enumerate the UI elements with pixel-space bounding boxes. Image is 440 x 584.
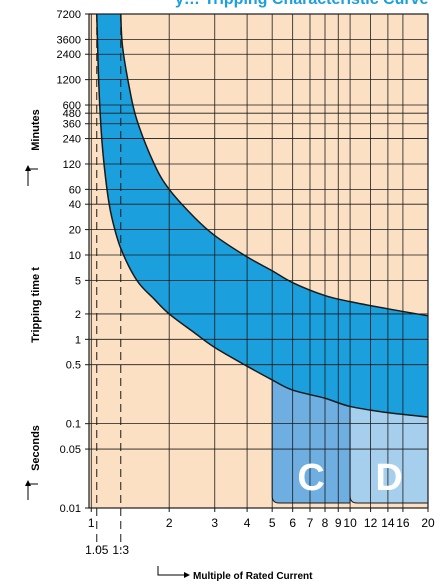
x-tick-label: 20 <box>421 516 435 530</box>
y-tick-label: 1200 <box>57 75 81 87</box>
y-tick-label: 120 <box>63 159 81 171</box>
x-tick-label: 10 <box>343 516 357 530</box>
y-axis-label: Tripping time t <box>30 267 42 343</box>
y-tick-label: 480 <box>63 108 81 120</box>
y-tick-label: 60 <box>69 184 81 196</box>
x-tick-label: 7 <box>307 516 314 530</box>
x-tick-label: 1 <box>88 516 95 530</box>
x-tick-label: 6 <box>289 516 296 530</box>
seconds-indicator: Seconds <box>25 425 42 500</box>
lower-limit-curve <box>96 13 429 418</box>
x-tick-label: 2 <box>166 516 173 530</box>
tripping-band <box>96 14 428 417</box>
x-axis-ticks: 1 2 3 4 5 6 7 8 9 10 12 14 16 201.05 1.3 <box>85 508 435 557</box>
minutes-indicator: Minutes <box>25 109 42 186</box>
x-tick-label: 5 <box>269 516 276 530</box>
minutes-label: Minutes <box>30 109 42 151</box>
plot-frame <box>88 13 429 509</box>
y-axis-ticks: 0.01 0.05 0.1 0.5 1 2 5 10 20 40 60 120 240 360480600… <box>57 9 89 515</box>
region-label-c: C <box>297 457 324 499</box>
seconds-label: Seconds <box>30 425 42 471</box>
y-tick-label: 1 <box>75 334 81 346</box>
y-tick-label: 2400 <box>57 49 81 61</box>
region-label-d: D <box>375 457 402 499</box>
y-tick-label: 600 <box>63 100 81 112</box>
seconds-arrow-icon <box>27 483 38 500</box>
x-tick-label: 8 <box>322 516 329 530</box>
limit-curves <box>96 13 429 418</box>
y-tick-label: 20 <box>69 225 81 237</box>
x-tick-label: 12 <box>364 516 378 530</box>
x-tick-label: 9 <box>335 516 342 530</box>
x-tick-label: 4 <box>244 516 251 530</box>
x-extra-tick-label: 1.3 <box>112 543 129 557</box>
y-tick-label: 7200 <box>57 9 81 21</box>
minutes-arrow-icon <box>27 168 38 186</box>
y-tick-label: 0.01 <box>60 503 81 515</box>
y-tick-label: 240 <box>63 134 81 146</box>
chart-header-fragment: y… Tripping Characteristic Curve <box>175 0 429 8</box>
y-tick-label: 360 <box>63 119 81 131</box>
y-tick-label: 5 <box>75 275 81 287</box>
y-tick-label: 0.5 <box>66 360 81 372</box>
x-axis-arrowhead-icon <box>184 572 190 578</box>
upper-limit-curve <box>120 13 429 317</box>
x-axis-arrow-icon <box>157 566 186 576</box>
y-tick-label: 0.1 <box>66 419 81 431</box>
x-tick-label: 16 <box>396 516 410 530</box>
y-tick-label: 40 <box>69 199 81 211</box>
y-tick-label: 2 <box>75 309 81 321</box>
x-extra-tick-label: 1.05 <box>85 543 109 557</box>
x-tick-label: 14 <box>381 516 395 530</box>
trip-regions <box>271 378 429 504</box>
seconds-arrowhead-icon <box>25 480 31 486</box>
y-tick-label: 10 <box>69 250 81 262</box>
x-tick-label: 3 <box>211 516 218 530</box>
minutes-arrowhead-icon <box>25 165 31 171</box>
x-axis-label: Multiple of Rated Current <box>193 571 313 582</box>
y-tick-label: 3600 <box>57 34 81 46</box>
x-axis-title: Multiple of Rated Current <box>157 566 313 582</box>
y-tick-label: 0.05 <box>60 444 81 456</box>
